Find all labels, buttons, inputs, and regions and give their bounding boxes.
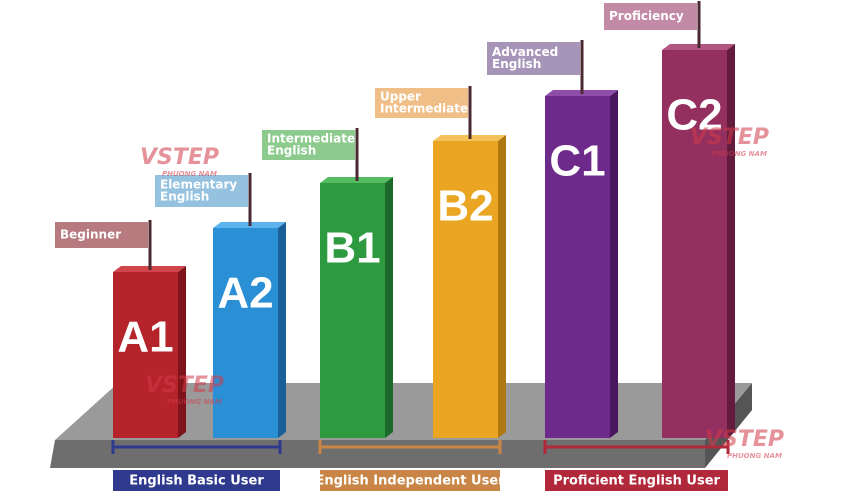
bar-side [610, 90, 618, 438]
flag [604, 3, 697, 30]
flag-label: English [492, 57, 541, 71]
flag-label: Upper [380, 90, 421, 104]
bar-front [433, 141, 498, 438]
flag-label: Advanced [492, 45, 558, 59]
watermark-brand: VSTEP [140, 145, 219, 170]
watermark-brand: VSTEP [145, 373, 224, 398]
group-box [113, 470, 280, 491]
level-code: A2 [217, 269, 273, 318]
bar-side [278, 222, 286, 438]
bar-side [727, 44, 735, 438]
group-label: Proficient English User [553, 474, 720, 489]
bar-front [113, 272, 178, 438]
level-code: C2 [666, 91, 722, 140]
watermark-sub: PHUONG NAM [727, 452, 782, 460]
flag-label: Proficiency [609, 9, 684, 23]
level-code: B1 [324, 224, 380, 273]
flag [155, 175, 248, 207]
bar-front [662, 50, 727, 438]
flag-label: Intermediate [267, 132, 355, 146]
group-box [545, 470, 728, 491]
flag [55, 222, 148, 248]
watermark-sub: PHUONG NAM [712, 150, 767, 158]
flag [375, 88, 468, 118]
level-code: C1 [549, 137, 605, 186]
group-label: English Basic User [129, 474, 264, 489]
watermark-brand: VSTEP [690, 125, 769, 150]
bar-front [213, 228, 278, 438]
bar-front [320, 183, 385, 438]
watermark-sub: PHUONG NAM [167, 398, 222, 406]
group-box [320, 470, 500, 491]
flag [487, 42, 580, 75]
flag-label: Elementary [160, 178, 237, 192]
bar-front [545, 96, 610, 438]
level-code: A1 [117, 313, 173, 362]
bar-side [385, 177, 393, 438]
flag-label: English [160, 190, 209, 204]
level-code: B2 [437, 182, 493, 231]
bar-side [498, 135, 506, 438]
watermark-brand: VSTEP [705, 427, 784, 452]
bar-side [178, 266, 186, 438]
flag-label: English [267, 144, 316, 158]
group-label: English Independent User [315, 474, 505, 489]
flag-label: Intermediate [380, 102, 468, 116]
watermark-sub: PHUONG NAM [162, 170, 217, 178]
flag-label: Beginner [60, 228, 121, 242]
floor-front [50, 440, 705, 468]
flag [262, 130, 355, 160]
